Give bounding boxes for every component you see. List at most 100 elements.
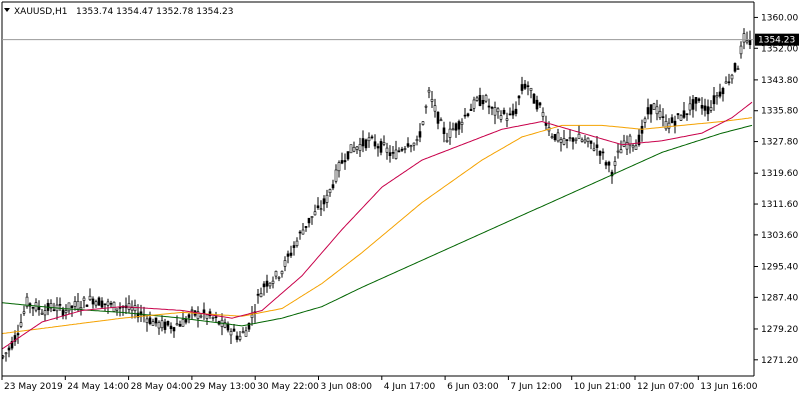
- candle-body: [169, 325, 173, 330]
- candle-body: [364, 139, 368, 149]
- candle-body: [412, 142, 416, 146]
- candle-body: [232, 328, 236, 332]
- candle-body: [502, 109, 506, 114]
- candle-body: [238, 335, 242, 340]
- candle-body: [325, 194, 329, 203]
- candle-body: [577, 133, 581, 140]
- candle-body: [733, 63, 737, 72]
- candle-body: [448, 128, 452, 138]
- x-tick-label: 6 Jun 03:00: [447, 382, 499, 392]
- candle-body: [475, 97, 479, 101]
- candle-body: [685, 113, 689, 115]
- candle-body: [538, 102, 542, 106]
- candle-body: [181, 319, 185, 327]
- x-tick-label: 28 May 04:00: [131, 382, 193, 392]
- y-tick-label: 1287.40: [761, 293, 798, 303]
- candle-body: [631, 145, 635, 148]
- candle-body: [562, 138, 566, 145]
- candle-body: [154, 317, 158, 324]
- candle-body: [559, 139, 563, 143]
- candle-body: [256, 293, 260, 296]
- candle-body: [691, 99, 695, 110]
- candle-body: [481, 99, 485, 105]
- current-price-label: 1354.23: [758, 36, 795, 46]
- candle-body: [235, 335, 239, 340]
- y-tick-label: 1295.40: [761, 262, 798, 272]
- candle-body: [586, 137, 590, 142]
- candle-body: [226, 323, 230, 331]
- candle-body: [700, 105, 704, 109]
- candle-body: [310, 216, 314, 218]
- candle-body: [274, 270, 278, 277]
- candle-body: [694, 97, 698, 104]
- candle-body: [196, 311, 200, 319]
- candle-body: [415, 139, 419, 142]
- candle-body: [736, 68, 740, 70]
- candle-body: [748, 39, 752, 46]
- candle-body: [277, 277, 281, 279]
- candle-body: [433, 105, 437, 112]
- candle-body: [706, 106, 710, 115]
- candle-body: [634, 145, 638, 150]
- candle-body: [259, 293, 263, 298]
- candle-body: [262, 283, 266, 288]
- candle-body: [493, 107, 497, 116]
- candles-layer: [1, 28, 752, 362]
- candle-body: [661, 116, 665, 118]
- candle-body: [532, 93, 536, 104]
- candle-body: [463, 114, 467, 117]
- x-tick-label: 10 Jun 21:00: [574, 382, 631, 392]
- candle-body: [571, 137, 575, 142]
- candle-body: [292, 245, 296, 248]
- candle-body: [427, 89, 431, 93]
- candle-body: [730, 74, 734, 80]
- candle-body: [598, 150, 602, 156]
- candle-body: [637, 134, 641, 146]
- candle-body: [499, 115, 503, 120]
- candle-body: [328, 189, 332, 194]
- dropdown-triangle-icon[interactable]: [4, 8, 10, 12]
- candle-body: [295, 240, 299, 246]
- candle-body: [388, 152, 392, 157]
- candle-body: [106, 301, 110, 306]
- candle-body: [31, 307, 35, 309]
- candle-body: [67, 302, 71, 312]
- candle-body: [652, 103, 656, 110]
- candle-body: [724, 81, 728, 84]
- candle-body: [43, 310, 47, 316]
- candle-body: [157, 322, 161, 329]
- candle-body: [52, 309, 56, 312]
- y-tick-label: 1303.60: [761, 231, 798, 241]
- candle-body: [670, 117, 674, 123]
- candle-body: [721, 88, 725, 95]
- candle-body: [115, 308, 119, 311]
- candle-body: [430, 99, 434, 102]
- candle-body: [676, 113, 680, 116]
- candle-body: [619, 149, 623, 154]
- candle-body: [127, 303, 131, 310]
- candle-body: [520, 84, 524, 91]
- candle-body: [703, 105, 707, 111]
- candle-body: [496, 108, 500, 113]
- candle-body: [163, 321, 167, 330]
- candle-body: [229, 331, 233, 336]
- candle-body: [88, 295, 92, 300]
- candle-body: [454, 123, 458, 131]
- candle-body: [271, 280, 275, 284]
- candle-body: [76, 300, 80, 310]
- candle-body: [10, 341, 14, 349]
- candle-body: [334, 169, 338, 182]
- candle-body: [16, 333, 20, 336]
- candle-body: [145, 318, 149, 323]
- candle-body: [592, 148, 596, 151]
- candle-body: [346, 151, 350, 160]
- candle-body: [718, 91, 722, 97]
- ohlc-readout: 1353.74 1354.47 1352.78 1354.23: [76, 7, 233, 17]
- candle-body: [100, 300, 104, 308]
- candle-body: [355, 146, 359, 150]
- candle-body: [511, 110, 515, 116]
- y-tick-label: 1352.00: [761, 44, 798, 54]
- candle-body: [319, 208, 323, 210]
